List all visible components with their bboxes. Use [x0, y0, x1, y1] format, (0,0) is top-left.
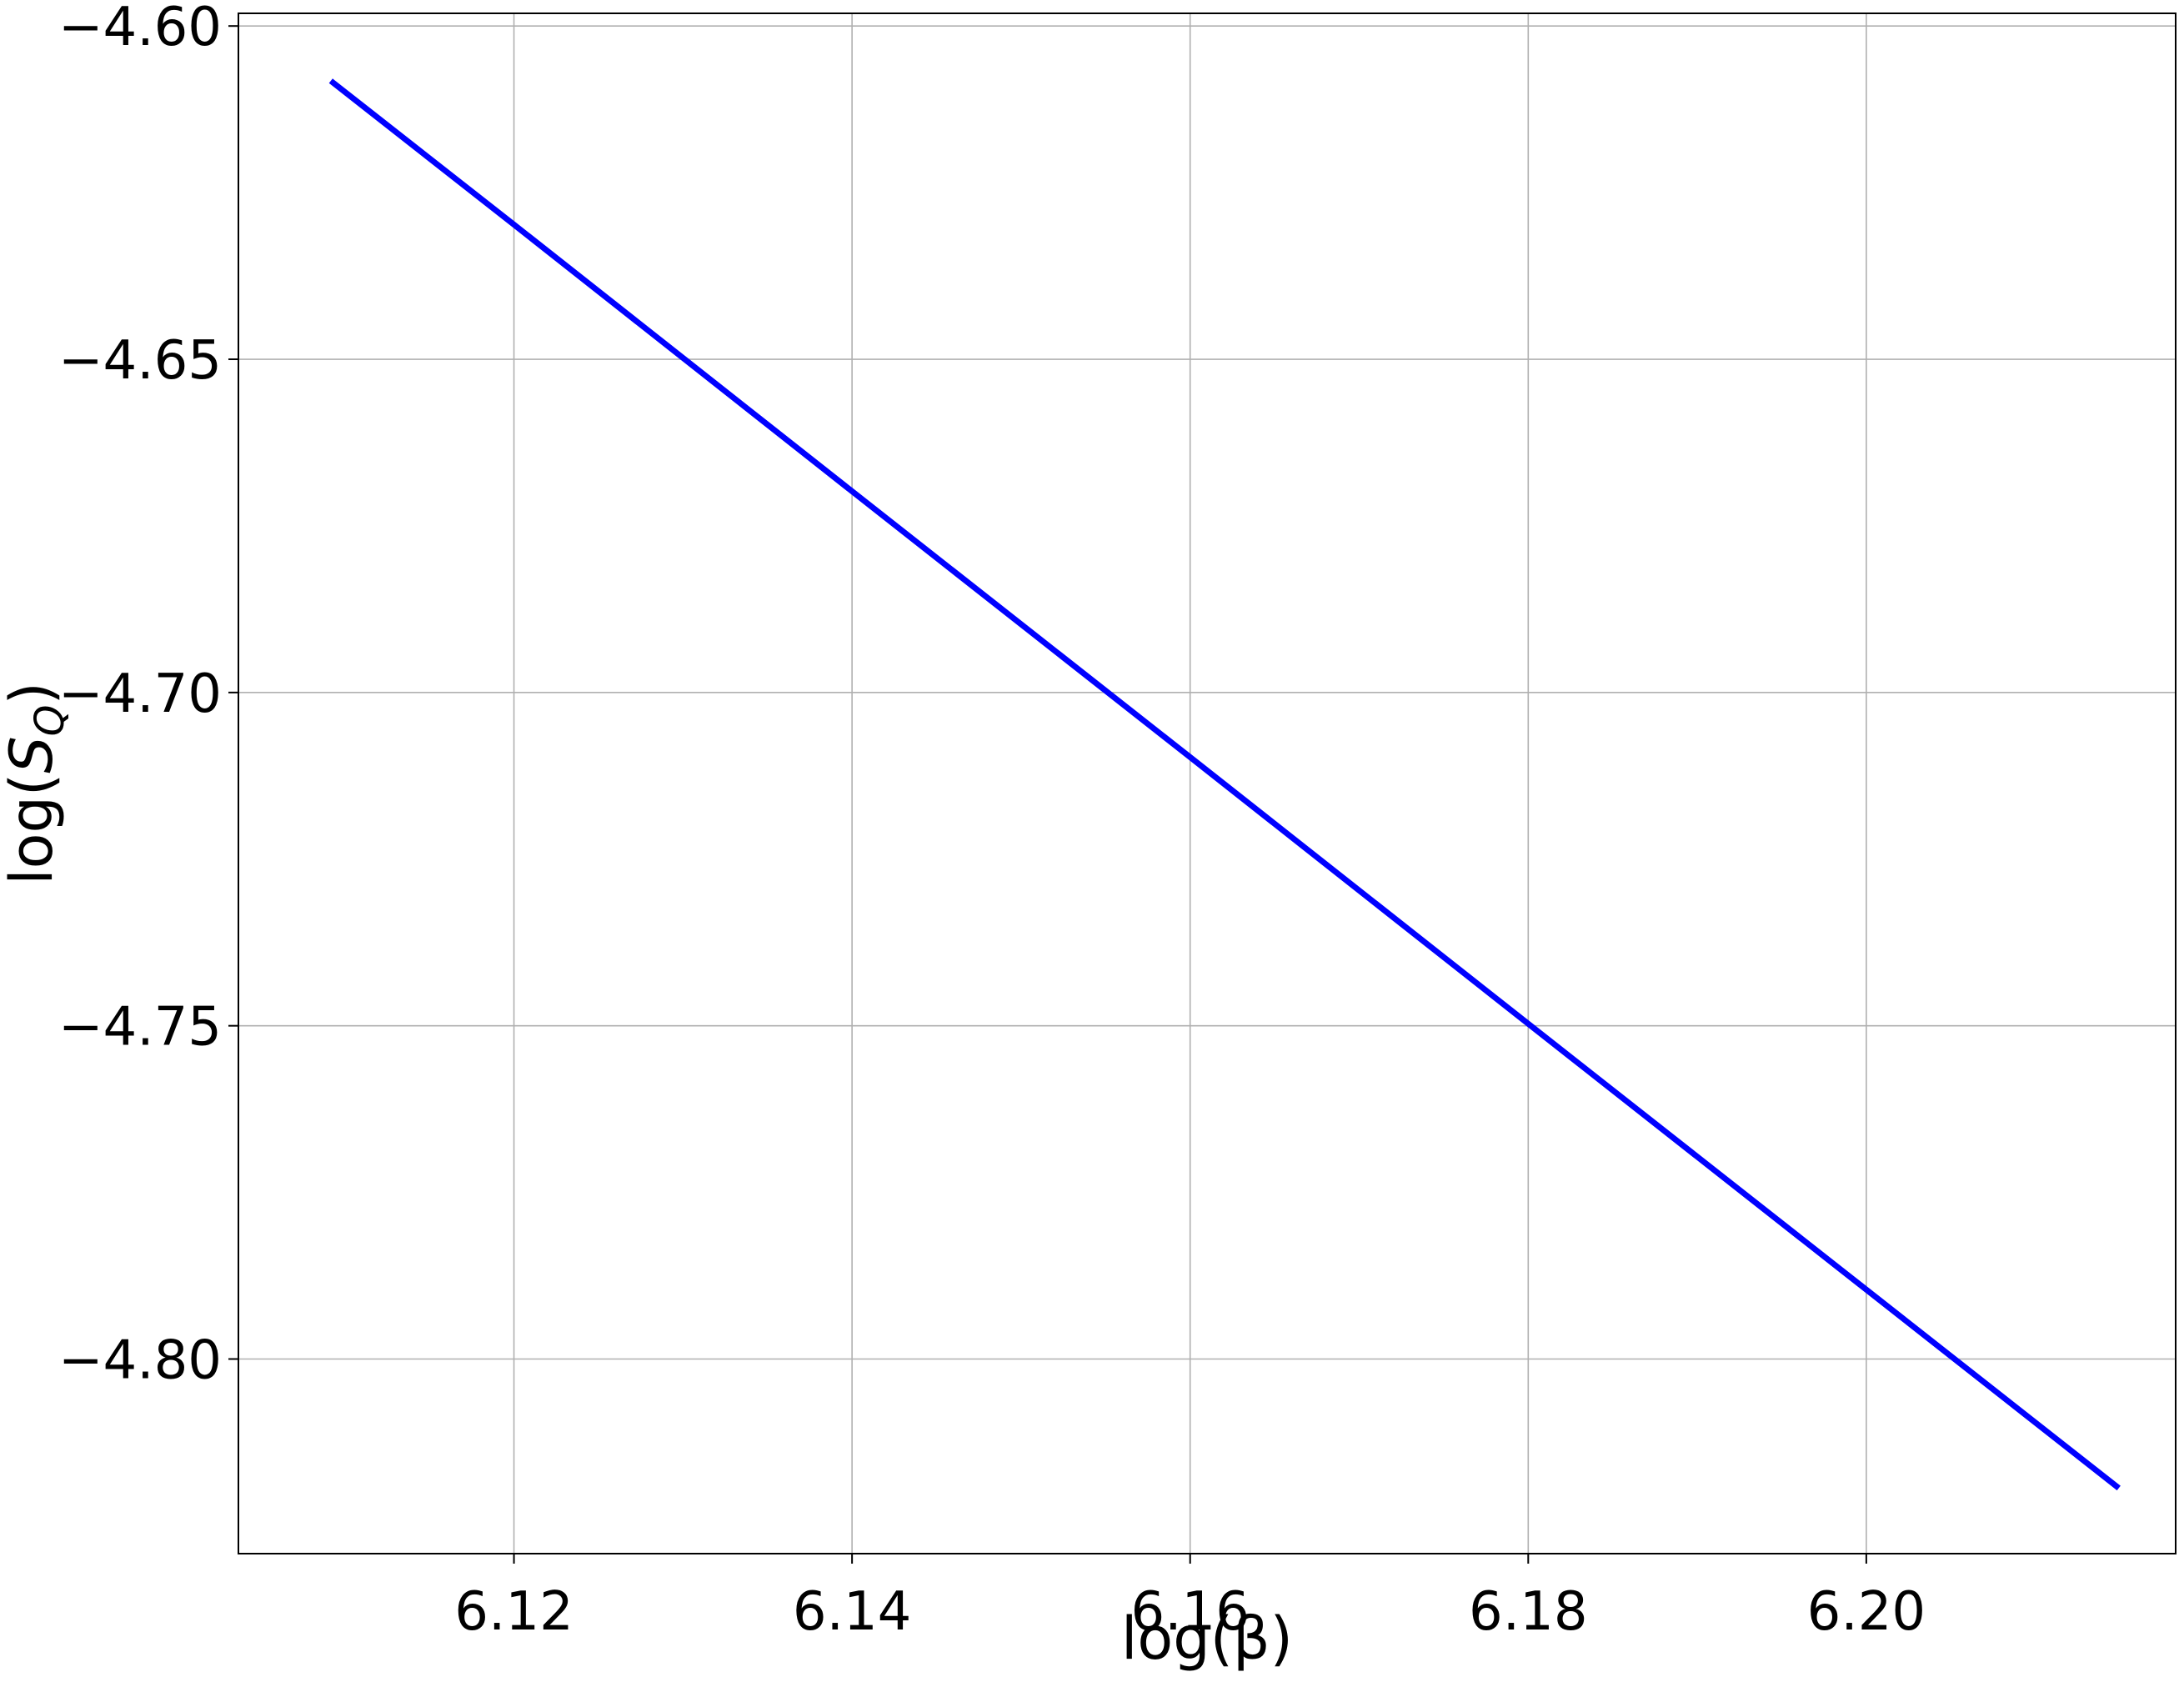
x-axis-label: log(β) [1121, 1604, 1293, 1673]
y-axis-label-symbol: S [0, 736, 66, 773]
y-axis-label-subscript: Q [27, 705, 73, 737]
y-tick-label: −4.60 [58, 0, 222, 58]
y-axis-label: log(SQ) [0, 682, 73, 885]
y-axis-label-close: ) [0, 682, 66, 704]
grid-layer [238, 13, 2176, 1554]
x-tick-label: 6.12 [454, 1581, 574, 1643]
series-layer [328, 78, 2121, 1491]
y-tick-label: −4.75 [58, 997, 222, 1059]
y-axis-label-base: log( [0, 773, 66, 885]
x-tick-label: 6.16 [1130, 1581, 1250, 1643]
ticks-layer: 6.12 6.14 6.16 6.18 6.20 −4.60 −4.65 −4.70 −4.75… [58, 0, 1926, 1643]
x-tick-label: 6.18 [1469, 1581, 1588, 1643]
x-tick-label: 6.20 [1807, 1581, 1926, 1643]
series-line [328, 78, 2121, 1491]
y-tick-label: −4.65 [58, 330, 222, 392]
x-tick-label: 6.14 [793, 1581, 912, 1643]
y-tick-label: −4.80 [58, 1330, 222, 1392]
plot-frame [238, 13, 2176, 1554]
y-tick-label: −4.70 [58, 663, 222, 725]
